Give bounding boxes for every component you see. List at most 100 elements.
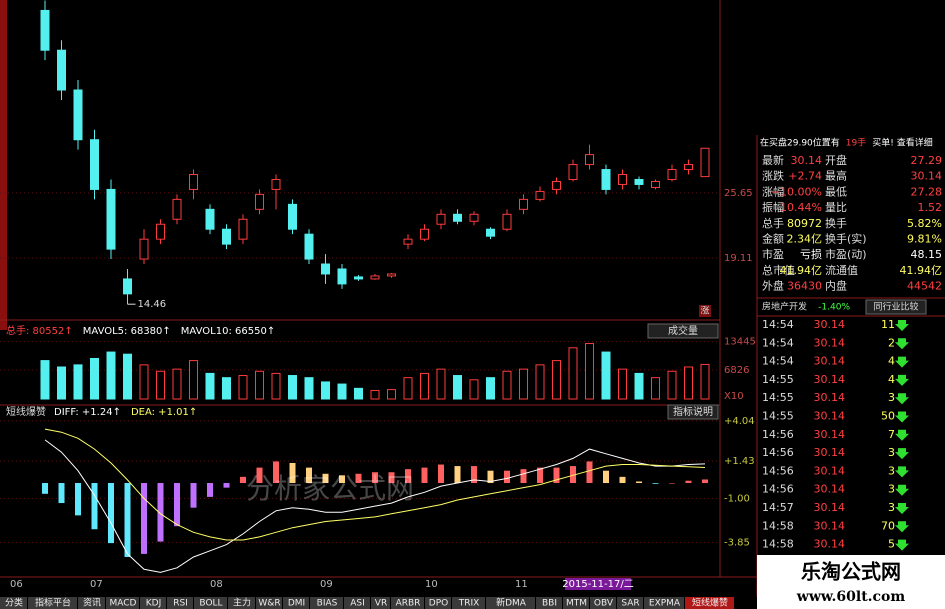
- down-arrow: [895, 503, 909, 514]
- tab[interactable]: [310, 597, 343, 609]
- tab[interactable]: [344, 597, 370, 609]
- volume-bar: [684, 366, 693, 400]
- tab-label[interactable]: BOLL: [199, 599, 222, 609]
- tab[interactable]: [486, 597, 535, 609]
- tick-time: 14:56: [762, 464, 794, 477]
- down-arrow: [895, 411, 909, 423]
- tab-label[interactable]: DPO: [429, 599, 448, 609]
- tab-label[interactable]: MTM: [566, 599, 587, 609]
- tab[interactable]: [28, 597, 77, 609]
- y-tick-label: +1.43: [724, 456, 755, 467]
- tick-time: 14:55: [762, 373, 794, 386]
- tab-label[interactable]: KDJ: [146, 599, 162, 609]
- tab-label[interactable]: 新DMA: [496, 597, 527, 609]
- quote-label: 开盘: [825, 153, 847, 167]
- macd-legend: DIFF: +1.24↑: [54, 407, 121, 418]
- tab[interactable]: [140, 597, 166, 609]
- macd-bar: [388, 472, 395, 484]
- tab[interactable]: [452, 597, 485, 609]
- tick-volume: 7: [888, 428, 895, 441]
- quote-label: 最低: [825, 185, 847, 198]
- tab-label[interactable]: 主力: [233, 597, 251, 609]
- tab-label[interactable]: BBI: [542, 599, 557, 609]
- candle-body: [271, 178, 281, 190]
- tab-label[interactable]: DMI: [288, 599, 305, 609]
- tab-label[interactable]: RSI: [173, 599, 188, 609]
- tab[interactable]: [0, 597, 27, 609]
- tab[interactable]: [391, 597, 424, 609]
- tab-label[interactable]: EXPMA: [649, 599, 681, 609]
- candle-body: [403, 238, 413, 245]
- tab-label[interactable]: VR: [375, 599, 387, 609]
- compare-label[interactable]: 同行业比较: [873, 301, 918, 313]
- candle-body: [502, 213, 512, 230]
- tab-label[interactable]: 指标平台: [35, 597, 71, 609]
- volume-bar: [205, 372, 215, 400]
- volume-bar: [139, 364, 149, 400]
- tab[interactable]: [371, 597, 390, 609]
- volume-bar: [634, 372, 644, 400]
- tab-label[interactable]: BIAS: [317, 599, 338, 609]
- down-arrow: [895, 539, 909, 551]
- tab[interactable]: [78, 597, 105, 609]
- volume-button-label[interactable]: 成交量: [668, 324, 698, 337]
- tab-label[interactable]: 短线爆赞: [692, 597, 728, 609]
- tab-label[interactable]: ARBR: [396, 599, 421, 609]
- tick-volume: 3: [888, 446, 895, 459]
- tab-label[interactable]: 资讯: [83, 598, 101, 609]
- candle-body: [123, 278, 132, 295]
- quote-value: 10.44%: [780, 201, 822, 214]
- tab-label[interactable]: W&R: [258, 599, 280, 609]
- volume-bar: [271, 372, 281, 400]
- quote-value: 5.82%: [907, 217, 942, 230]
- tab[interactable]: [590, 597, 616, 609]
- tab[interactable]: [228, 597, 255, 609]
- candle-body: [535, 190, 545, 200]
- tab[interactable]: [256, 597, 282, 609]
- tab[interactable]: [194, 597, 227, 609]
- volume-unit: X10: [724, 391, 744, 402]
- quote-value: 30.14: [911, 170, 943, 183]
- cursor-date: 2015-11-17/二: [562, 579, 633, 590]
- volume-bar: [700, 363, 710, 400]
- tab[interactable]: [563, 597, 589, 609]
- tab[interactable]: [617, 597, 643, 609]
- volume-bar: [288, 375, 297, 400]
- macd-bar: [669, 483, 675, 484]
- macd-bar: [471, 466, 477, 484]
- compare-button[interactable]: [865, 299, 927, 315]
- indicator-button[interactable]: [667, 404, 719, 420]
- x-tick-label: 07: [90, 579, 103, 590]
- tab[interactable]: [536, 597, 562, 609]
- tab[interactable]: [685, 597, 734, 609]
- indicator-button-label[interactable]: 指标说明: [673, 405, 713, 418]
- volume-bar: [354, 387, 363, 400]
- macd-bar: [58, 483, 65, 504]
- macd-bar: [537, 467, 543, 484]
- quote-value: 1.52: [918, 201, 943, 214]
- quote-label: 最新: [762, 153, 784, 167]
- tick-volume: 50: [881, 410, 895, 423]
- candle-body: [90, 139, 99, 190]
- volume-bar: [469, 379, 479, 400]
- tab-label[interactable]: OBV: [594, 599, 614, 609]
- tab[interactable]: [644, 597, 684, 609]
- x-tick-label: 10: [425, 579, 438, 590]
- macd-bar: [289, 462, 296, 484]
- tab-label[interactable]: ASI: [350, 599, 365, 609]
- tab[interactable]: [283, 597, 309, 609]
- tab[interactable]: [167, 597, 193, 609]
- tab-label[interactable]: SAR: [621, 599, 639, 609]
- volume-bar: [519, 368, 528, 400]
- down-arrow: [895, 374, 909, 386]
- tick-price: 30.14: [814, 391, 846, 404]
- tab-label[interactable]: MACD: [110, 599, 137, 609]
- quote-label: 涨跌: [762, 169, 784, 183]
- volume-button[interactable]: [647, 323, 719, 339]
- tab-label[interactable]: 分类: [5, 597, 23, 609]
- tab[interactable]: [425, 597, 451, 609]
- tab-label[interactable]: TRIX: [458, 599, 480, 609]
- volume-bar: [238, 375, 248, 400]
- volume-bar: [222, 377, 231, 400]
- tab[interactable]: [106, 597, 139, 609]
